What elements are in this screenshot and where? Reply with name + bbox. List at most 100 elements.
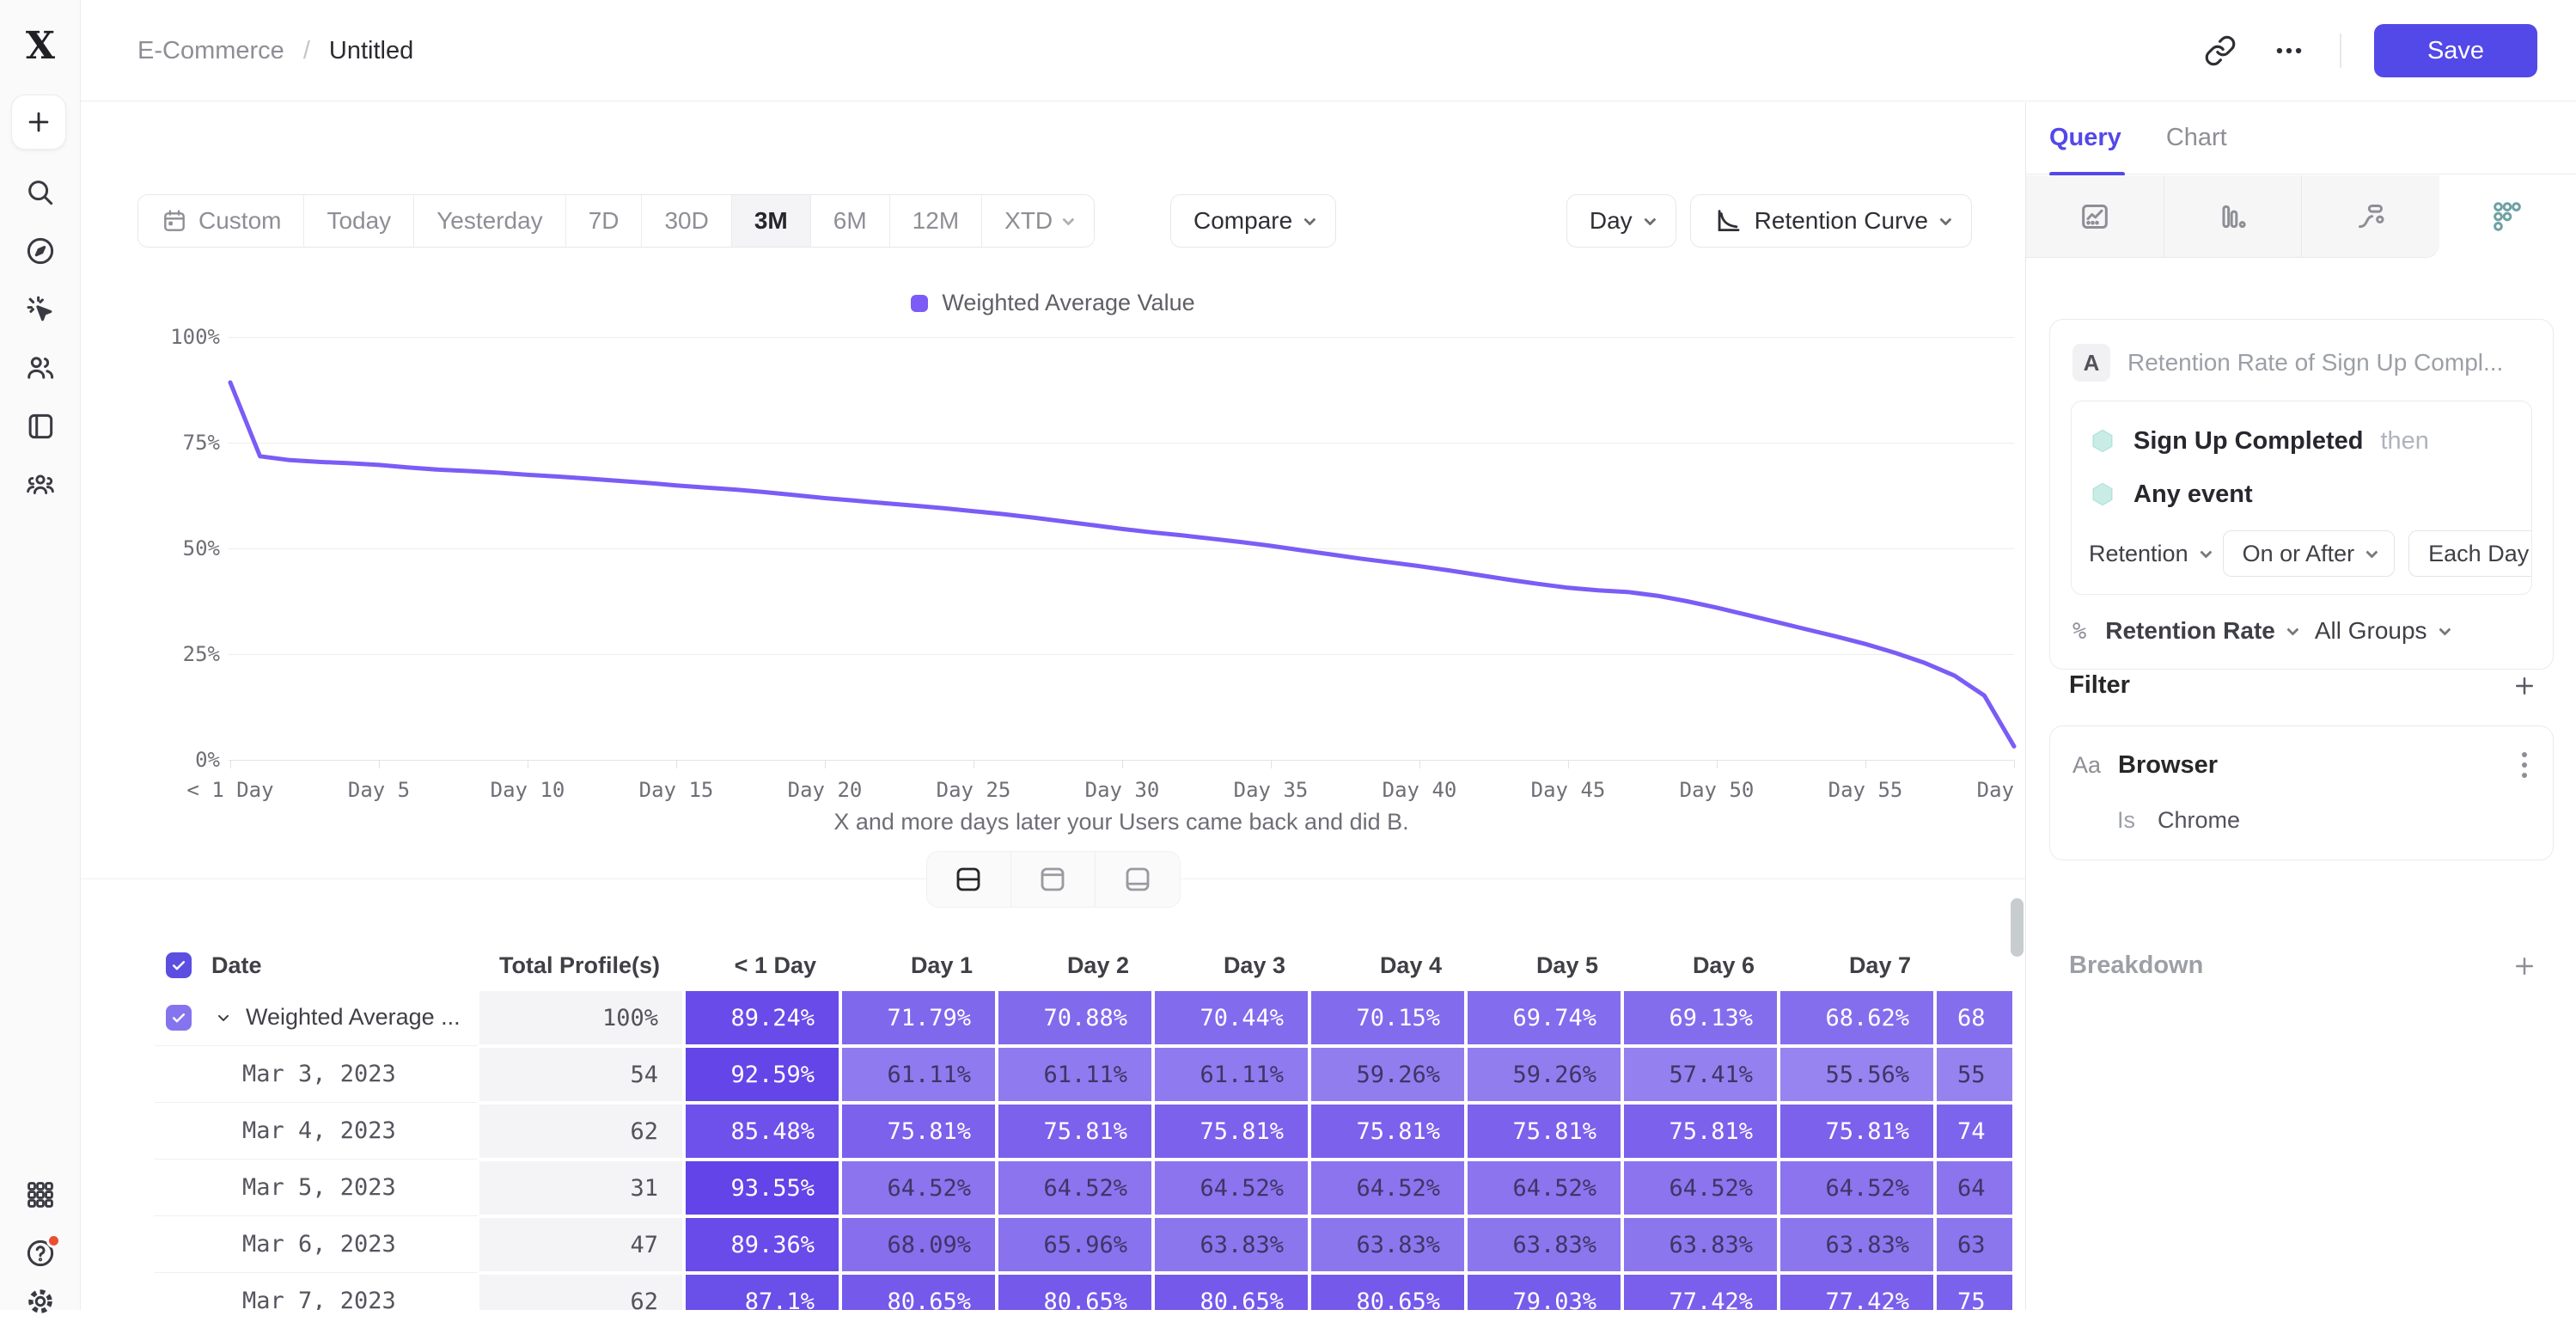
column-header-total[interactable]: Total Profile(s) (478, 941, 684, 989)
retention-cell[interactable]: 89.36% (684, 1216, 840, 1273)
retention-cell[interactable]: 64.52% (1153, 1160, 1309, 1216)
tab-insights-chart[interactable] (2026, 175, 2164, 258)
range-3m[interactable]: 3M (732, 195, 811, 247)
column-header-day[interactable]: Day 6 (1622, 941, 1779, 989)
retention-cell[interactable]: 70.44% (1153, 989, 1309, 1046)
column-header-day[interactable]: Day 3 (1153, 941, 1309, 989)
event-step-2[interactable]: Any event (2089, 472, 2514, 517)
retention-cell-clipped[interactable]: 64 (1935, 1160, 2012, 1216)
filter-menu-button[interactable] (2518, 749, 2530, 781)
range-today[interactable]: Today (304, 195, 414, 247)
retention-mode-dropdown[interactable]: Retention (2089, 541, 2209, 567)
retention-cell[interactable]: 77.42% (1622, 1273, 1779, 1310)
sidebar-item-apps[interactable] (24, 1178, 57, 1211)
retention-cell[interactable]: 75.81% (1622, 1103, 1779, 1160)
tab-retention-grid[interactable] (2439, 175, 2576, 258)
retention-cell[interactable]: 69.13% (1622, 989, 1779, 1046)
compare-button[interactable]: Compare (1170, 194, 1336, 248)
breadcrumb-report-title[interactable]: Untitled (329, 37, 413, 65)
column-header-date[interactable]: Date (203, 941, 478, 989)
sidebar-item-community[interactable] (24, 468, 57, 501)
retention-cell[interactable]: 65.96% (997, 1216, 1153, 1273)
retention-cell[interactable]: 80.65% (1153, 1273, 1309, 1310)
sidebar-item-settings[interactable] (24, 1285, 57, 1318)
add-filter-button[interactable] (2512, 673, 2537, 699)
tab-flows-chart[interactable] (2302, 175, 2439, 258)
column-header-day[interactable]: Day 4 (1309, 941, 1466, 989)
chart-type-dropdown[interactable]: Retention Curve (1690, 194, 1972, 248)
retention-cell[interactable]: 64.52% (1466, 1160, 1622, 1216)
retention-cell[interactable]: 64.52% (840, 1160, 997, 1216)
retention-cell[interactable]: 64.52% (997, 1160, 1153, 1216)
range-yesterday[interactable]: Yesterday (414, 195, 566, 247)
series-title[interactable]: Retention Rate of Sign Up Compl... (2127, 349, 2503, 376)
vertical-scrollbar[interactable] (2011, 898, 2024, 957)
row-date-cell[interactable]: Mar 3, 2023 (203, 1046, 478, 1103)
retention-cell[interactable]: 80.65% (1309, 1273, 1466, 1310)
add-breakdown-button[interactable] (2512, 953, 2537, 979)
measure-dropdown[interactable]: Retention Rate (2105, 617, 2296, 645)
tab-bar-chart[interactable] (2164, 175, 2303, 258)
retention-cell[interactable]: 75.81% (997, 1103, 1153, 1160)
retention-cell-clipped[interactable]: 55 (1935, 1046, 2012, 1103)
row-date-cell[interactable]: Mar 7, 2023 (203, 1273, 478, 1310)
checkbox[interactable] (166, 1005, 192, 1031)
filter-card[interactable]: Aa Browser Is Chrome (2049, 725, 2554, 860)
retention-cell[interactable]: 68.09% (840, 1216, 997, 1273)
retention-cell[interactable]: 63.83% (1779, 1216, 1935, 1273)
range-12m[interactable]: 12M (890, 195, 982, 247)
retention-cell[interactable]: 57.41% (1622, 1046, 1779, 1103)
retention-cell[interactable]: 68.62% (1779, 989, 1935, 1046)
retention-cell[interactable]: 93.55% (684, 1160, 840, 1216)
retention-cell[interactable]: 75.81% (1466, 1103, 1622, 1160)
retention-cell-clipped[interactable]: 63 (1935, 1216, 2012, 1273)
save-button[interactable]: Save (2374, 24, 2537, 77)
range-xtd[interactable]: XTD (982, 195, 1094, 247)
column-header-day[interactable]: Day 7 (1779, 941, 1935, 989)
breadcrumb-workspace[interactable]: E-Commerce (137, 37, 284, 65)
retention-cell[interactable]: 61.11% (997, 1046, 1153, 1103)
tab-chart[interactable]: Chart (2166, 102, 2227, 174)
row-date-cell[interactable]: Mar 6, 2023 (203, 1216, 478, 1273)
retention-cell[interactable]: 69.74% (1466, 989, 1622, 1046)
retention-cell[interactable]: 89.24% (684, 989, 840, 1046)
granularity-dropdown[interactable]: Day (1566, 194, 1676, 248)
share-link-button[interactable] (2202, 33, 2238, 69)
retention-cell[interactable]: 59.26% (1466, 1046, 1622, 1103)
range-7d[interactable]: 7D (566, 195, 643, 247)
retention-cell[interactable]: 92.59% (684, 1046, 840, 1103)
retention-cell[interactable]: 71.79% (840, 989, 997, 1046)
range-custom[interactable]: Custom (138, 195, 304, 247)
row-label-cell[interactable]: Weighted Average ... (203, 989, 478, 1046)
retention-cell[interactable]: 63.83% (1466, 1216, 1622, 1273)
retention-cell[interactable]: 79.03% (1466, 1273, 1622, 1310)
interval-dropdown[interactable]: Each Day (2408, 530, 2532, 577)
retention-cell[interactable]: 64.52% (1622, 1160, 1779, 1216)
retention-cell[interactable]: 70.15% (1309, 989, 1466, 1046)
filter-value[interactable]: Chrome (2158, 807, 2240, 834)
column-header-day[interactable]: Day 5 (1466, 941, 1622, 989)
retention-cell[interactable]: 61.11% (840, 1046, 997, 1103)
chart-legend[interactable]: Weighted Average Value (81, 290, 2025, 316)
window-dropdown[interactable]: On or After (2223, 530, 2396, 577)
retention-cell[interactable]: 85.48% (684, 1103, 840, 1160)
retention-cell[interactable]: 75.81% (1779, 1103, 1935, 1160)
retention-cell[interactable]: 61.11% (1153, 1046, 1309, 1103)
retention-cell[interactable]: 75.81% (1309, 1103, 1466, 1160)
range-30d[interactable]: 30D (642, 195, 731, 247)
range-6m[interactable]: 6M (811, 195, 890, 247)
retention-cell[interactable]: 77.42% (1779, 1273, 1935, 1310)
retention-cell[interactable]: 64.52% (1309, 1160, 1466, 1216)
row-date-cell[interactable]: Mar 5, 2023 (203, 1160, 478, 1216)
retention-cell-clipped[interactable]: 74 (1935, 1103, 2012, 1160)
retention-cell[interactable]: 80.65% (840, 1273, 997, 1310)
sidebar-item-help[interactable] (24, 1237, 57, 1270)
tab-query[interactable]: Query (2049, 102, 2121, 174)
sidebar-item-notebooks[interactable] (24, 410, 57, 443)
more-options-button[interactable] (2271, 33, 2307, 69)
column-header-day[interactable]: Day 2 (997, 941, 1153, 989)
column-header-day[interactable]: Day 1 (840, 941, 997, 989)
sidebar-item-explore[interactable] (24, 235, 57, 267)
sidebar-item-events[interactable] (24, 293, 57, 326)
retention-cell[interactable]: 70.88% (997, 989, 1153, 1046)
